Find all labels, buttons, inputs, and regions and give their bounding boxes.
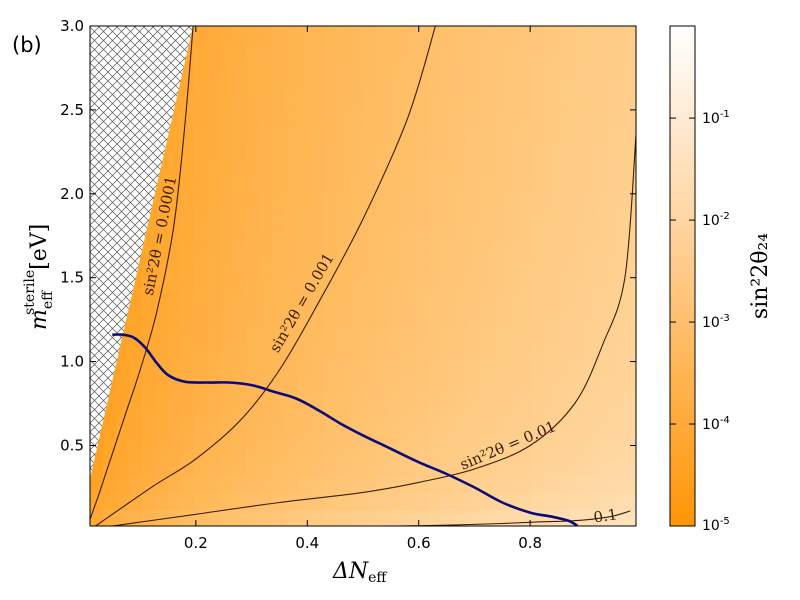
contour-label-3: 0.1 (592, 505, 618, 526)
colorbar-tick-label: 10-1 (702, 109, 730, 127)
colorbar-label: sin²2θ₂₄ (748, 233, 773, 319)
contour-line-3 (396, 510, 631, 526)
x-tick-label: 0.6 (407, 534, 431, 552)
y-tick-label: 1.5 (60, 269, 84, 287)
y-axis-label-main: m (27, 309, 52, 330)
x-tick-label: 0.2 (184, 534, 208, 552)
colorbar: 10-5 10-4 10-3 10-2 10-1 (669, 25, 730, 534)
constraint-curve (112, 333, 579, 526)
y-axis-label-unit: [eV] (27, 224, 52, 270)
y-tick-label: 1.0 (60, 353, 84, 371)
colorbar-tick-label: 10-2 (702, 211, 730, 229)
y-tick-label: 2.0 (60, 185, 84, 203)
plot-frame (89, 25, 637, 527)
y-axis-label: meffsterile[eV] (22, 224, 56, 330)
x-axis-label-sub: eff (368, 570, 387, 586)
y-axis-ticks: 0.5 1.0 1.5 2.0 2.5 3.0 (60, 17, 636, 454)
colorbar-ticks: 10-5 10-4 10-3 10-2 10-1 (670, 109, 730, 534)
svg-text:meffsterile[eV]: meffsterile[eV] (22, 224, 56, 330)
x-axis-ticks: 0.2 0.4 0.6 0.8 (184, 26, 542, 552)
y-axis-label-sup: sterile (22, 270, 38, 315)
x-tick-label: 0.4 (295, 534, 319, 552)
colorbar-gradient (669, 25, 696, 527)
colorbar-tick-label: 10-3 (702, 313, 730, 331)
x-tick-label: 0.8 (518, 534, 542, 552)
contour-label-text-3: 0.1 (592, 505, 618, 526)
y-tick-label: 0.5 (60, 436, 84, 454)
colorbar-tick-label: 10-5 (702, 516, 730, 534)
y-axis-label-sub: eff (40, 290, 56, 309)
panel-label: (b) (12, 33, 42, 57)
y-tick-label: 3.0 (60, 17, 84, 35)
contour-line-2 (112, 135, 636, 526)
contour-line-1 (95, 26, 436, 526)
y-tick-label: 2.5 (60, 101, 84, 119)
excluded-region (90, 26, 194, 480)
x-axis-label: ΔNeff (332, 559, 387, 586)
x-axis-label-main: ΔN (332, 559, 369, 584)
colorbar-tick-label: 10-4 (702, 415, 730, 433)
